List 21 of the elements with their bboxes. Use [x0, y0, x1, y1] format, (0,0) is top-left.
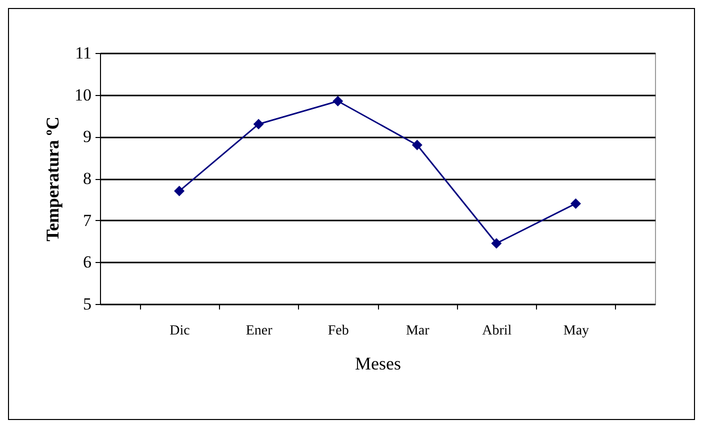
- x-tick-label: Dic: [170, 324, 190, 338]
- point: [491, 238, 502, 249]
- point: [332, 96, 344, 106]
- x-axis-title: Meses: [355, 354, 401, 374]
- y-tick-label: 11: [75, 44, 92, 62]
- point: [253, 118, 264, 130]
- y-tick-label: 7: [83, 210, 92, 230]
- point: [412, 140, 422, 150]
- y-tick-label: 8: [83, 169, 92, 188]
- point: [174, 186, 185, 196]
- x-tick-label: Abril: [482, 324, 512, 338]
- x-tick-label: May: [563, 324, 590, 338]
- x-tick-label: Ener: [246, 324, 273, 338]
- x-tick-label: Mar: [406, 324, 430, 338]
- y-axis-title: Temperatura ºC: [42, 116, 62, 242]
- y-tick-label: 5: [83, 294, 92, 314]
- y-tick-label: 6: [83, 252, 92, 272]
- y-tick-label: 10: [74, 85, 92, 104]
- y-tick-label: 9: [83, 127, 92, 146]
- point: [570, 198, 581, 209]
- x-tick-label: Feb: [328, 324, 349, 338]
